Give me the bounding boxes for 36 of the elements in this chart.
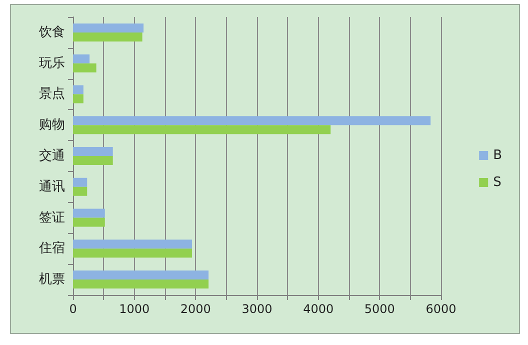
bar xyxy=(73,248,192,258)
y-tick-label: 饮食 xyxy=(38,24,65,40)
y-tick-label: 购物 xyxy=(39,118,65,133)
bar xyxy=(73,125,331,134)
bar xyxy=(73,23,144,32)
y-tick-label: 机票 xyxy=(39,272,65,288)
x-tick-label: 5000 xyxy=(364,302,395,316)
x-tick-label: 1000 xyxy=(119,302,150,316)
bar xyxy=(73,147,113,156)
y-tick-label: 交通 xyxy=(39,148,65,164)
bar xyxy=(73,270,209,280)
bar xyxy=(73,240,192,249)
bar xyxy=(73,85,84,94)
y-tick-label: 玩乐 xyxy=(39,56,65,71)
x-tick-label: 4000 xyxy=(303,302,334,316)
legend-label: S xyxy=(493,175,502,190)
y-tick-label: 景点 xyxy=(39,86,65,102)
bar xyxy=(73,54,90,64)
bar xyxy=(73,178,88,187)
x-tick-label: 2000 xyxy=(180,302,211,316)
x-tick-label: 3000 xyxy=(242,302,272,316)
bar xyxy=(73,186,88,196)
bar xyxy=(73,208,105,218)
y-tick-label: 签证 xyxy=(39,210,65,226)
bar xyxy=(73,280,209,289)
y-tick-label: 住宿 xyxy=(38,240,65,256)
x-tick-label: 6000 xyxy=(426,302,456,316)
bar xyxy=(73,94,84,104)
bar xyxy=(73,218,105,227)
bar xyxy=(73,32,142,42)
bar xyxy=(73,156,113,165)
y-tick-label: 通讯 xyxy=(39,179,65,194)
x-tick-label: 0 xyxy=(69,302,77,316)
bar xyxy=(73,116,431,126)
legend-label: B xyxy=(493,148,502,163)
bar xyxy=(73,63,96,72)
